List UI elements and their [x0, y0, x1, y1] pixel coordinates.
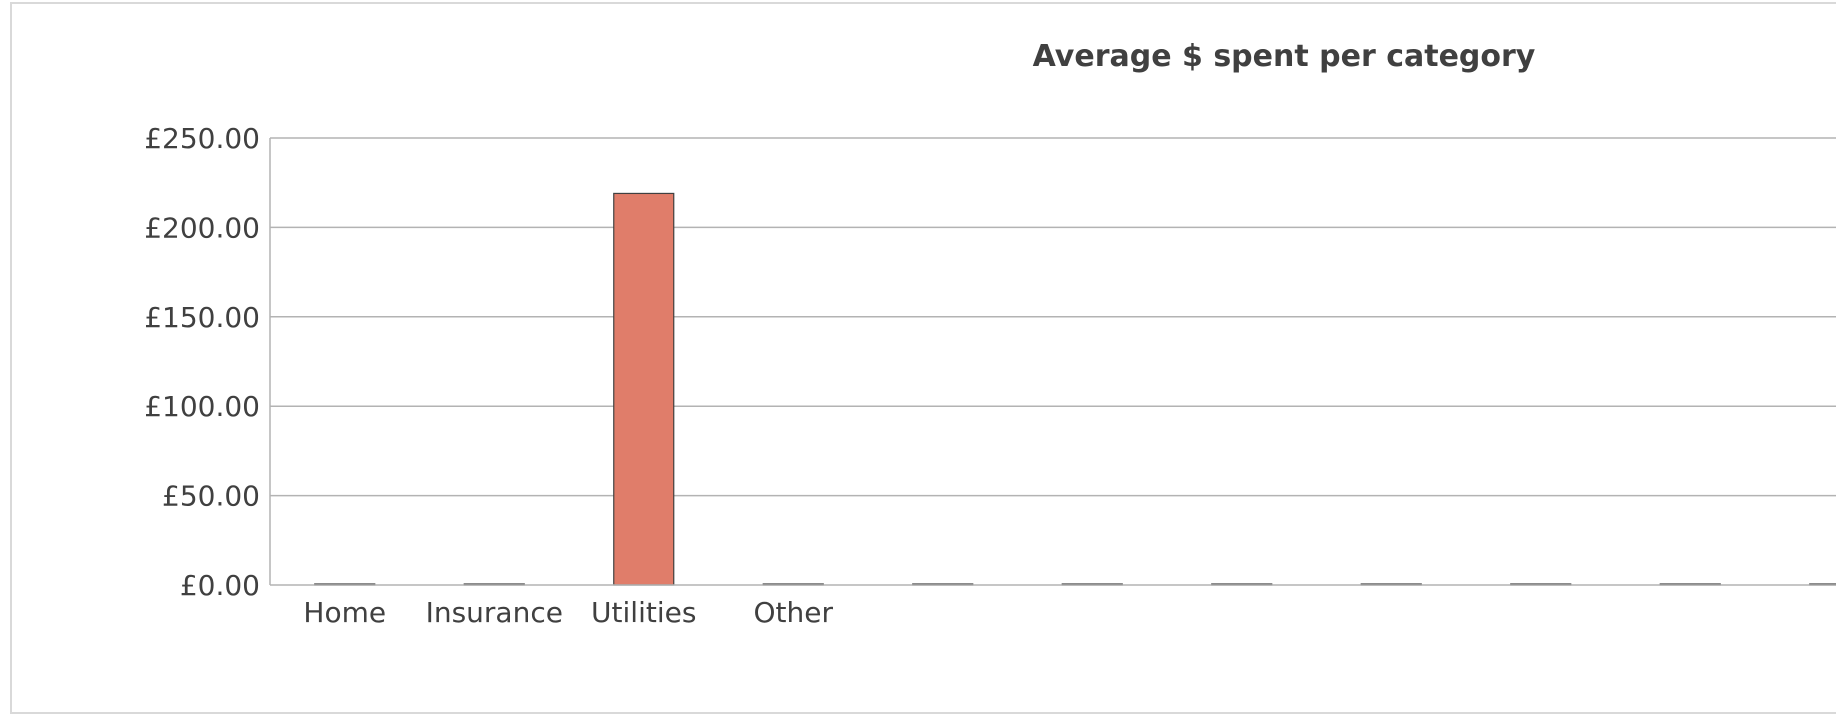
- y-tick-label: £0.00: [180, 569, 260, 602]
- chart-title: Average $ spent per category: [1033, 39, 1536, 74]
- x-tick-label: Utilities: [591, 596, 696, 629]
- x-tick-label: Other: [753, 596, 833, 629]
- y-axis-tick-labels: £0.00 £50.00 £100.00 £150.00 £200.00 £250.00: [144, 122, 260, 602]
- x-axis-tick-labels: Home Insurance Utilities Other: [303, 596, 833, 629]
- y-tick-label: £50.00: [162, 480, 260, 513]
- gridlines: [270, 137, 1836, 497]
- x-tick-label: Home: [303, 596, 386, 629]
- y-tick-label: £200.00: [144, 211, 260, 244]
- bars: [314, 192, 1836, 586]
- y-tick-label: £100.00: [144, 390, 260, 423]
- chart-frame: [10, 2, 1836, 714]
- x-tick-label: Insurance: [426, 596, 563, 629]
- y-tick-label: £150.00: [144, 301, 260, 334]
- bar: [613, 192, 675, 586]
- y-tick-label: £250.00: [144, 122, 260, 155]
